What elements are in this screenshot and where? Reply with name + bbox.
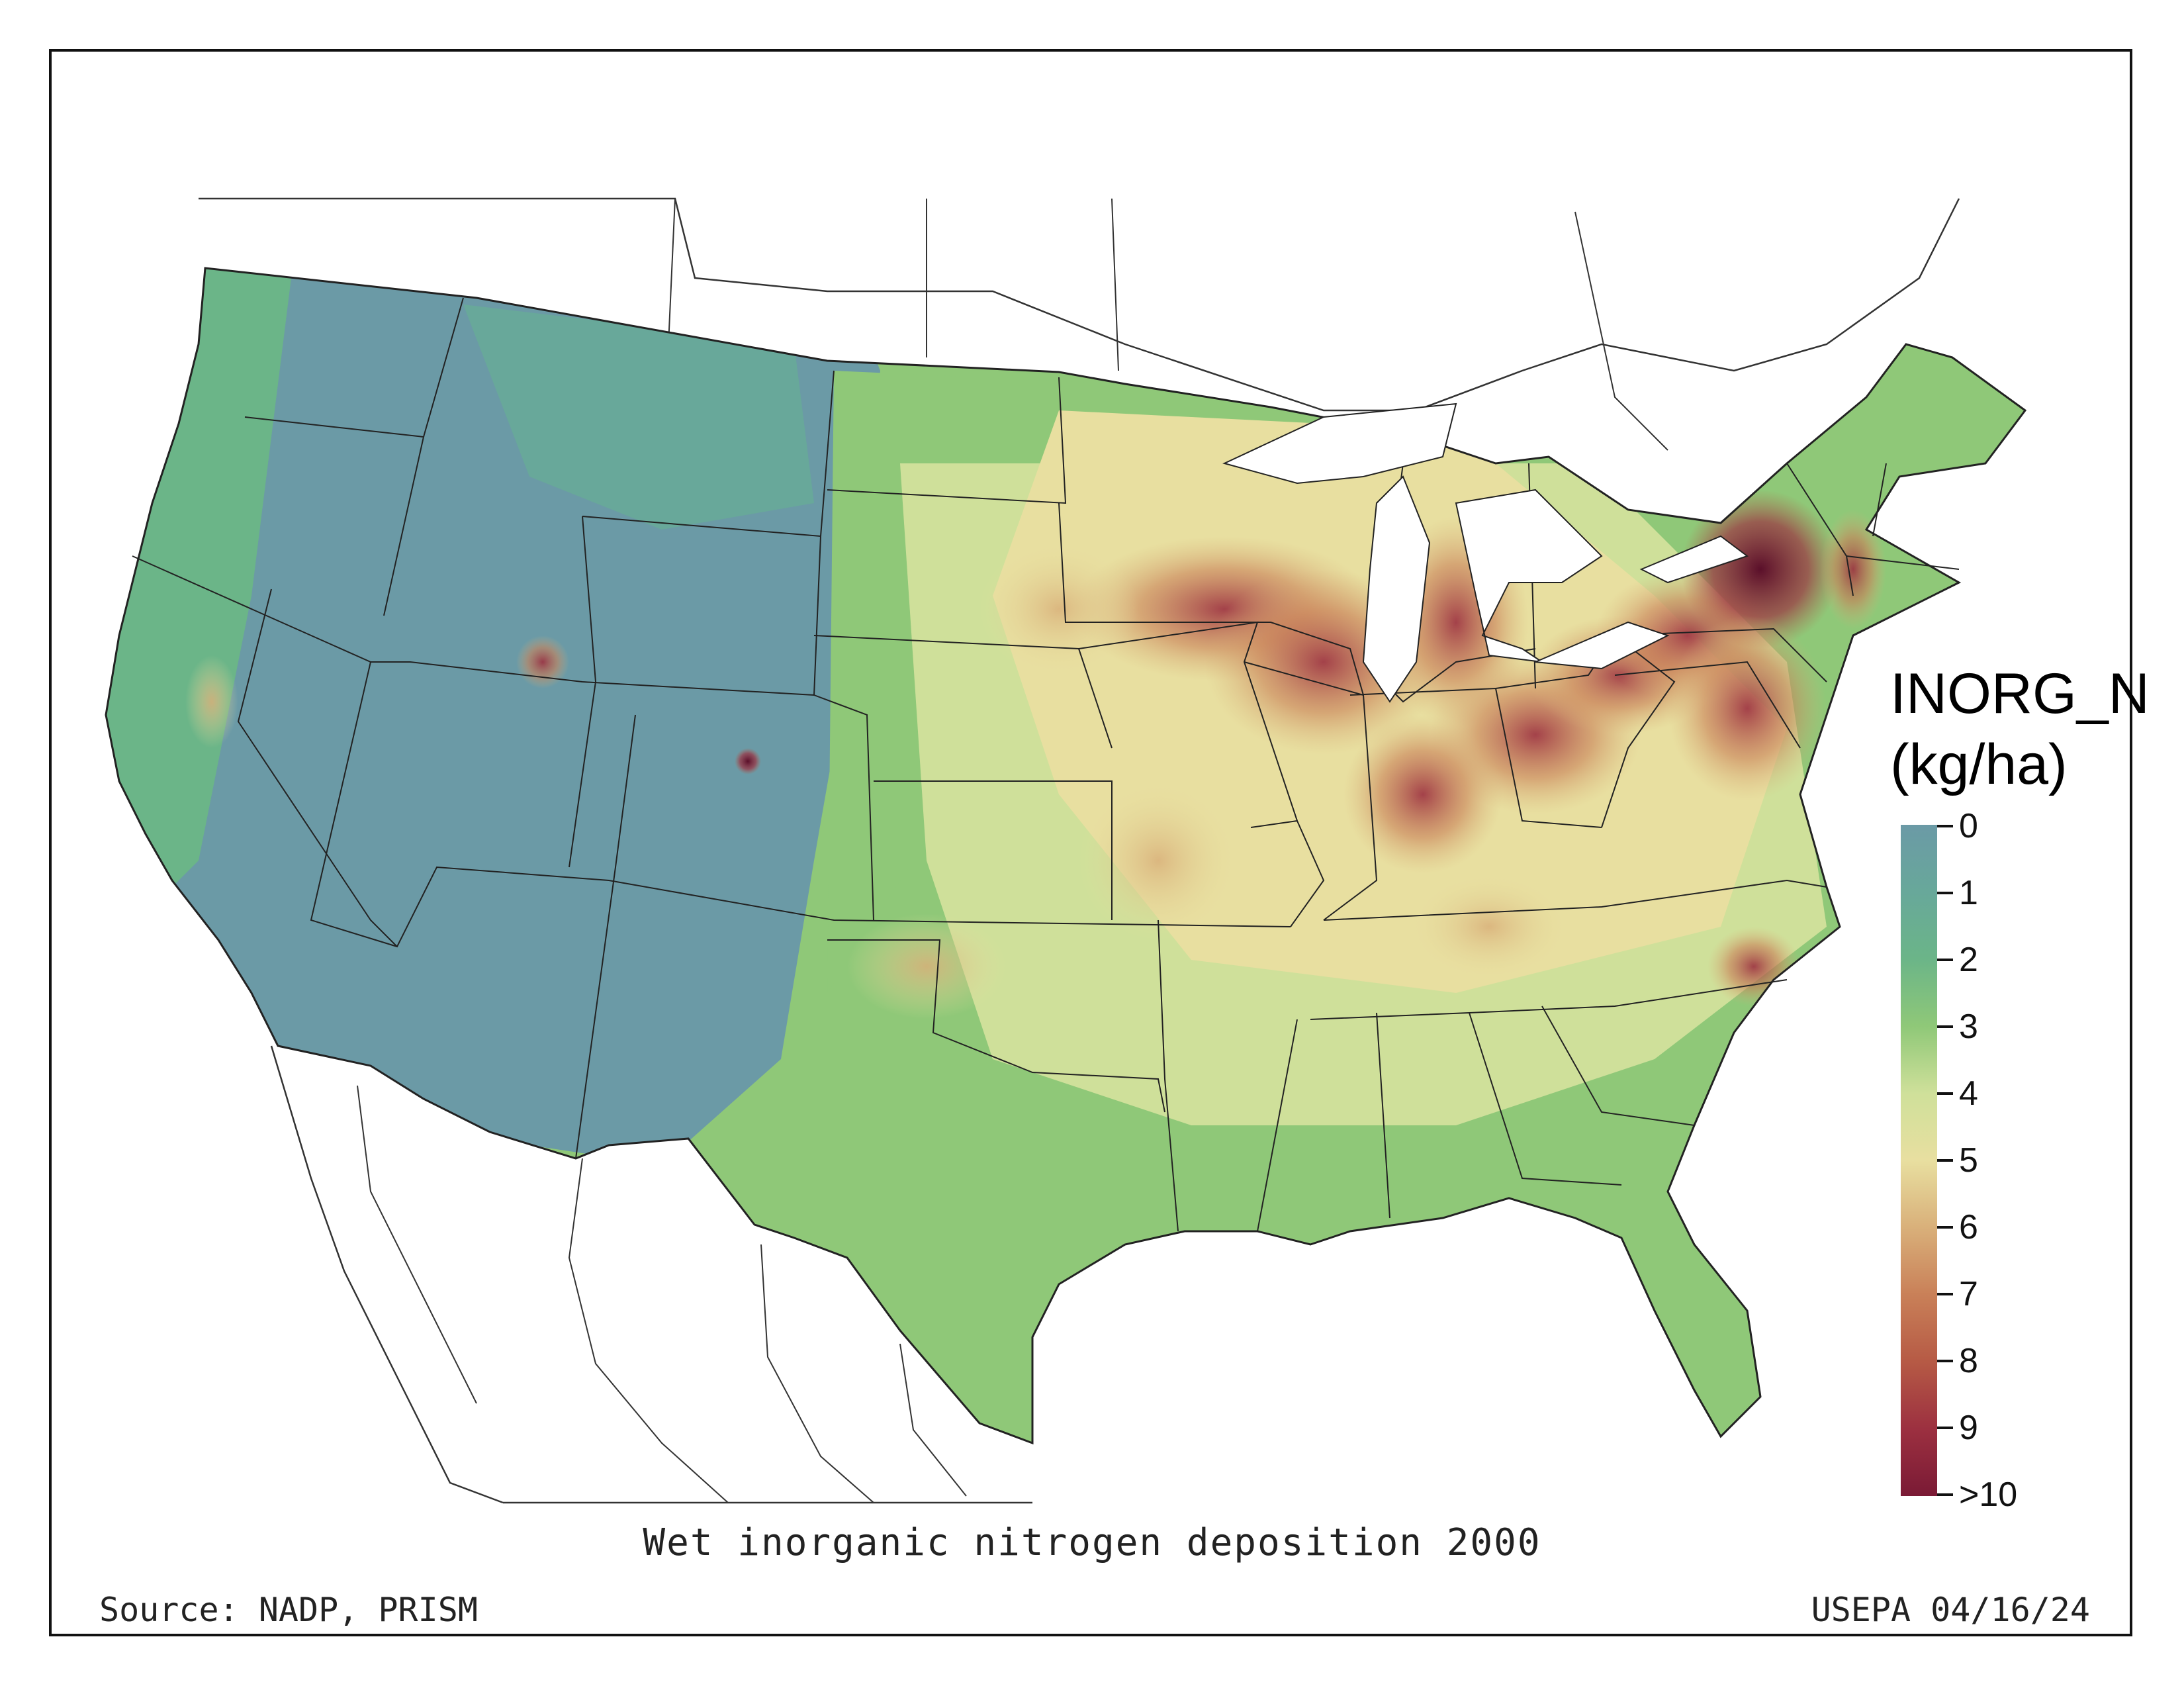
great-lakes bbox=[1222, 402, 1749, 703]
source-note: Source: NADP, PRISM bbox=[99, 1591, 478, 1629]
legend-tick-label: 2 bbox=[1959, 941, 1978, 979]
legend-tick-label: 7 bbox=[1959, 1275, 1978, 1313]
map-frame bbox=[49, 49, 2132, 1636]
legend-tick-mark bbox=[1937, 1092, 1953, 1095]
neighboring-countries bbox=[199, 197, 1960, 1504]
legend-tick-mark bbox=[1937, 825, 1953, 827]
legend-tick-label: 5 bbox=[1959, 1141, 1978, 1180]
legend-tick-label: 9 bbox=[1959, 1409, 1978, 1447]
legend-tick-mark bbox=[1937, 1427, 1953, 1429]
legend-tick-label: 3 bbox=[1959, 1008, 1978, 1046]
legend-title: INORG_N bbox=[1890, 662, 2150, 726]
legend-tick-label: 4 bbox=[1959, 1074, 1978, 1113]
legend-tick-mark bbox=[1937, 1493, 1953, 1496]
legend-tick-mark bbox=[1937, 959, 1953, 961]
legend-color-bar bbox=[1901, 825, 1937, 1496]
credit-note: USEPA 04/16/24 bbox=[1811, 1591, 2090, 1629]
legend-tick-label: >10 bbox=[1959, 1476, 2018, 1514]
legend-tick-mark bbox=[1937, 1159, 1953, 1162]
legend-tick-label: 8 bbox=[1959, 1342, 1978, 1380]
legend-tick-label: 1 bbox=[1959, 874, 1978, 912]
legend-tick-mark bbox=[1937, 1025, 1953, 1028]
legend-tick-mark bbox=[1937, 1293, 1953, 1295]
legend-tick-mark bbox=[1937, 1226, 1953, 1229]
legend-unit: (kg/ha) bbox=[1890, 733, 2068, 796]
legend-tick-label: 0 bbox=[1959, 807, 1978, 845]
legend-tick-label: 6 bbox=[1959, 1208, 1978, 1246]
legend-tick-mark bbox=[1937, 892, 1953, 894]
legend-tick-mark bbox=[1937, 1360, 1953, 1362]
map-title: Wet inorganic nitrogen deposition 2000 bbox=[643, 1521, 1541, 1564]
